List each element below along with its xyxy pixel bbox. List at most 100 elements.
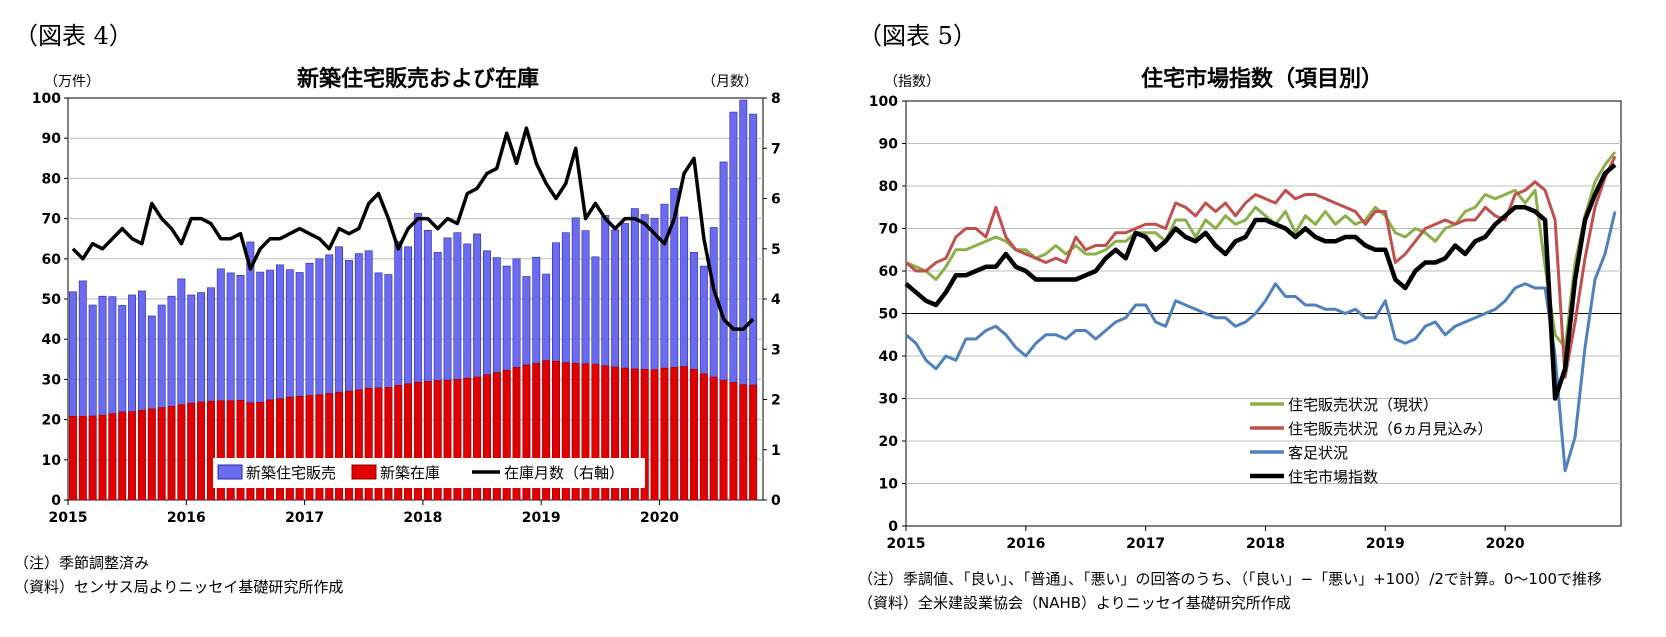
y-left-tick-label: 0 (51, 493, 61, 509)
y-left-tick-label: 100 (32, 91, 61, 107)
inventory-bar (295, 395, 304, 501)
inventory-bar (88, 415, 97, 501)
inventory-bar (364, 387, 373, 501)
y-right-tick-label: 3 (771, 342, 781, 358)
chart-5-y-axis: 0 10 20 30 40 50 60 70 80 90 100 (869, 94, 906, 535)
inventory-bar (621, 367, 629, 501)
inventory-bar (108, 413, 117, 501)
inventory-bar (640, 369, 649, 501)
inventory-bar (502, 369, 511, 501)
inventory-bar (157, 407, 166, 501)
y-right-tick-label: 4 (771, 292, 781, 308)
inventory-bar (98, 414, 107, 501)
chart-4-months-line (71, 126, 755, 331)
x-tick-label: 2020 (1486, 536, 1525, 552)
y-tick-label: 60 (879, 264, 899, 280)
chart-4-x-axis: 2015 2016 2017 2018 2019 2020 (49, 500, 679, 526)
inventory-bar (483, 374, 491, 501)
chart-4-inventory-bars (68, 360, 758, 501)
inventory-bar (581, 363, 590, 501)
chart-5-gridlines (906, 143, 1621, 484)
y-left-tick-label: 20 (42, 413, 62, 429)
x-tick-label: 2020 (640, 510, 679, 526)
chart-5-legend: 住宅販売状況（現状） 住宅販売状況（6ヵ月見込み） 客足状況 住宅市場指数 (1250, 396, 1493, 486)
y-tick-label: 100 (869, 94, 898, 110)
inventory-bar (473, 376, 482, 501)
inventory-bar (749, 384, 758, 501)
y-tick-label: 10 (879, 477, 899, 493)
inventory-bar (335, 391, 344, 501)
figure-4-label: （図表 4） (14, 22, 133, 50)
x-tick-label: 2019 (522, 510, 561, 526)
y-tick-label: 0 (888, 519, 898, 535)
x-tick-label: 2016 (1006, 536, 1045, 552)
y-left-tick-label: 50 (42, 292, 62, 308)
inventory-bar (729, 381, 738, 501)
x-tick-label: 2019 (1366, 536, 1405, 552)
y-right-tick-label: 8 (771, 91, 781, 107)
chart-4-legend-box (213, 458, 645, 488)
y-right-tick-label: 5 (771, 242, 781, 258)
inventory-bar (305, 395, 314, 501)
y-left-tick-label: 80 (42, 171, 62, 187)
legend-label-traffic: 客足状況 (1288, 444, 1348, 462)
chart-5-note: （注）季調値、「良い」、「普通」、「悪い」の回答のうち、（「良い」−「悪い」+1… (858, 570, 1602, 588)
inventory-bar (137, 410, 146, 501)
inventory-bar (423, 381, 432, 501)
inventory-bar (463, 377, 472, 501)
chart-4-title: 新築住宅販売および在庫 (297, 66, 539, 92)
y-right-tick-label: 1 (771, 443, 781, 459)
chart-4-source: （資料）センサス局よりニッセイ基礎研究所作成 (14, 578, 343, 596)
chart-5-y-unit: （指数） (884, 74, 940, 90)
inventory-bar (522, 364, 531, 501)
legend-label-months: 在庫月数（右軸） (504, 464, 624, 482)
inventory-bar (128, 411, 137, 501)
inventory-bar (345, 390, 353, 501)
inventory-bar (670, 367, 679, 501)
inventory-bar (197, 401, 206, 501)
legend-label-sales: 新築住宅販売 (246, 464, 336, 482)
inventory-bar (433, 380, 442, 501)
inventory-bar (542, 360, 551, 501)
figure-5: （図表 5） 住宅市場指数（項目別） （指数） 0 10 20 30 40 50 60 70 8… (858, 22, 1622, 612)
inventory-bar (650, 369, 659, 501)
inventory-bar (492, 372, 501, 501)
inventory-bar (552, 361, 560, 501)
future-sales-line (905, 155, 1617, 379)
inventory-bar (246, 402, 255, 501)
chart-4-left-axis: 0 10 20 30 40 50 60 70 80 90 100 (32, 91, 68, 509)
inventory-bar (315, 394, 324, 501)
x-tick-label: 2017 (1126, 536, 1165, 552)
chart-5-source: （資料）全米建設業協会（NAHB）よりニッセイ基礎研究所作成 (858, 594, 1291, 612)
chart-5-title: 住宅市場指数（項目別） (1141, 66, 1383, 92)
chart-5-x-axis: 2015 2016 2017 2018 2019 2020 (887, 526, 1525, 552)
inventory-bar (404, 383, 413, 501)
inventory-bar (206, 400, 215, 501)
chart-4-legend: 新築住宅販売 新築在庫 在庫月数（右軸） (213, 458, 645, 488)
y-left-tick-label: 10 (42, 453, 62, 469)
inventory-bar (690, 369, 698, 501)
figure-4: （図表 4） 新築住宅販売および在庫 （万件） （月数） 01020304050… (14, 22, 781, 596)
chart-4-left-unit: （万件） (44, 74, 100, 90)
inventory-bar (660, 367, 669, 501)
inventory-bar (226, 400, 235, 501)
inventory-bar (256, 402, 265, 501)
x-tick-label: 2017 (285, 510, 324, 526)
figure-5-label: （図表 5） (858, 22, 977, 50)
legend-swatch-inventory (351, 464, 377, 480)
inventory-bar (611, 366, 620, 501)
legend-label-current-sales: 住宅販売状況（現状） (1288, 396, 1438, 414)
inventory-bar (78, 416, 87, 501)
inventory-bar (276, 398, 284, 501)
inventory-bar (216, 400, 225, 501)
current-sales-line (905, 151, 1617, 349)
y-right-tick-label: 0 (771, 493, 781, 509)
inventory-bar (512, 367, 521, 501)
y-tick-label: 80 (879, 179, 899, 195)
legend-label-future-sales: 住宅販売状況（6ヵ月見込み） (1288, 420, 1493, 438)
chart-4-right-unit: （月数） (702, 74, 758, 90)
inventory-bar (571, 363, 580, 501)
hmi-line (904, 163, 1617, 401)
inventory-bar (680, 366, 689, 501)
inventory-bar (394, 385, 403, 501)
